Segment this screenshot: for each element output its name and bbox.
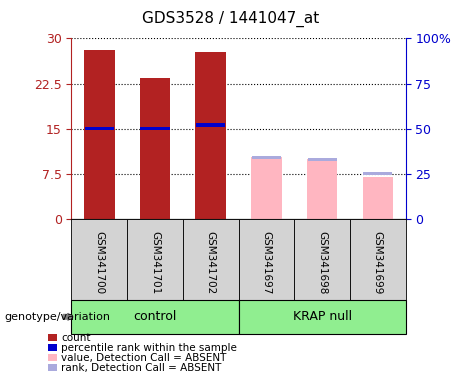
Text: GSM341697: GSM341697 bbox=[261, 231, 272, 295]
Bar bbox=[84, 50, 115, 219]
Text: GSM341700: GSM341700 bbox=[95, 231, 104, 294]
Text: GSM341698: GSM341698 bbox=[317, 231, 327, 295]
Text: GSM341701: GSM341701 bbox=[150, 231, 160, 294]
Text: KRAP null: KRAP null bbox=[293, 310, 352, 323]
Bar bbox=[141, 127, 170, 131]
Bar bbox=[307, 159, 337, 219]
Text: count: count bbox=[61, 333, 91, 343]
Text: rank, Detection Call = ABSENT: rank, Detection Call = ABSENT bbox=[61, 363, 222, 373]
Text: percentile rank within the sample: percentile rank within the sample bbox=[61, 343, 237, 353]
Text: GSM341702: GSM341702 bbox=[206, 231, 216, 294]
Text: GSM341699: GSM341699 bbox=[373, 231, 383, 295]
Bar bbox=[252, 156, 281, 159]
Bar bbox=[251, 157, 282, 219]
Bar bbox=[195, 51, 226, 219]
Bar bbox=[140, 78, 170, 219]
Bar bbox=[363, 172, 392, 175]
Bar bbox=[362, 177, 393, 219]
Text: control: control bbox=[133, 310, 177, 323]
Text: genotype/variation: genotype/variation bbox=[5, 312, 111, 322]
Text: value, Detection Call = ABSENT: value, Detection Call = ABSENT bbox=[61, 353, 227, 363]
Bar bbox=[307, 158, 337, 161]
Bar bbox=[85, 127, 114, 131]
Text: GDS3528 / 1441047_at: GDS3528 / 1441047_at bbox=[142, 11, 319, 27]
Bar bbox=[196, 123, 225, 127]
